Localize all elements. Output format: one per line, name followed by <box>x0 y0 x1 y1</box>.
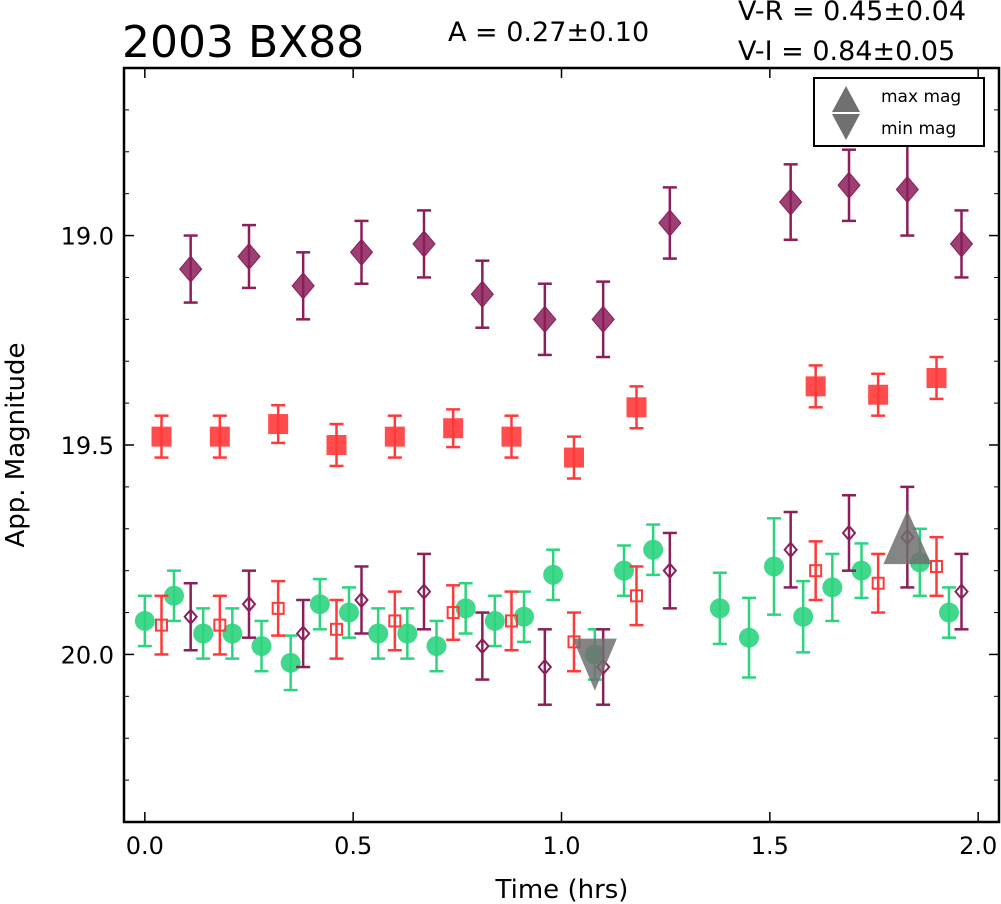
open-diamond-point <box>841 524 857 542</box>
open-square-point <box>213 618 227 632</box>
y-axis-label: App. Magnitude <box>1 342 31 547</box>
open-diamond-point <box>475 637 490 655</box>
square-point <box>501 426 522 447</box>
circle-point <box>309 594 330 615</box>
open-square-point <box>446 606 460 620</box>
circle-point <box>484 610 505 631</box>
diamond-point <box>179 255 203 283</box>
diamond-point <box>349 238 374 267</box>
diamond-point <box>412 230 436 258</box>
circle-point <box>643 539 664 560</box>
x-tick-label: 1.0 <box>542 832 580 860</box>
open-square-point <box>388 614 402 628</box>
circle-point <box>134 610 155 631</box>
diamond-point <box>837 171 861 200</box>
y-tick-label: 19.0 <box>61 223 114 251</box>
square-point <box>626 397 647 418</box>
x-tick-label: 0.0 <box>126 832 164 860</box>
min-mag-marker <box>572 638 617 691</box>
circle-point <box>793 606 814 627</box>
circle-point <box>614 560 634 581</box>
diamond-point <box>779 188 803 216</box>
open-diamond-point <box>662 562 678 580</box>
x-tick-label: 0.5 <box>334 832 372 860</box>
open-square-point <box>505 614 518 628</box>
circle-point <box>426 636 447 657</box>
amplitude-annotation: A = 0.27±0.10 <box>448 17 649 48</box>
legend: max mag min mag <box>813 77 985 147</box>
open-diamond-point <box>295 624 311 643</box>
diamond-point <box>237 242 261 271</box>
square-point <box>268 414 289 435</box>
circle-point <box>280 652 301 673</box>
circle-point <box>251 636 272 657</box>
circle-point <box>164 585 184 606</box>
diamond-point <box>895 175 919 204</box>
y-tick-label: 19.5 <box>61 432 114 460</box>
square-point <box>384 426 405 447</box>
open-diamond-point <box>783 541 798 559</box>
diamond-point <box>658 209 682 237</box>
square-point <box>326 435 347 455</box>
circle-point <box>822 577 843 598</box>
x-tick-label: 2.0 <box>959 832 997 860</box>
circle-point <box>222 623 243 644</box>
open-square-point <box>809 564 823 578</box>
legend-max-mag-icon <box>832 86 860 112</box>
circle-point <box>739 627 759 648</box>
diamond-point <box>470 280 494 308</box>
open-diamond-point <box>537 658 553 676</box>
legend-min-mag-icon <box>832 114 860 140</box>
circle-point <box>543 564 564 585</box>
plot-frame <box>122 66 1001 824</box>
open-diamond-point <box>241 595 257 613</box>
diamond-point <box>291 272 315 300</box>
open-square-point <box>271 601 285 615</box>
circle-point <box>193 623 214 644</box>
circle-point <box>764 556 784 577</box>
open-diamond-point <box>416 583 432 601</box>
max-mag-marker <box>883 510 932 565</box>
open-diamond-point <box>354 591 369 609</box>
legend-max-mag-label: max mag <box>881 87 961 107</box>
square-point <box>868 384 889 405</box>
square-point <box>564 447 584 468</box>
square-point <box>151 426 172 447</box>
v-r-annotation: V-R = 0.45±0.04 <box>738 0 966 27</box>
circle-point <box>397 623 418 644</box>
square-point <box>443 418 464 439</box>
x-tick-label: 1.5 <box>751 832 789 860</box>
axis-ticks: 0.0 0.5 1.0 1.5 2.0 19.0 19.5 20.0 <box>61 67 999 860</box>
open-square-point <box>155 618 168 632</box>
circle-point <box>939 602 959 623</box>
y-tick-label: 20.0 <box>61 641 114 669</box>
circle-point <box>339 602 359 623</box>
v-i-annotation: V-I = 0.84±0.05 <box>738 36 955 67</box>
chart-title: 2003 BX88 <box>122 17 364 68</box>
diamond-point <box>949 230 974 258</box>
square-point <box>209 426 230 447</box>
square-point <box>926 367 947 388</box>
square-point <box>805 376 826 397</box>
circle-point <box>455 598 476 619</box>
circle-point <box>368 623 389 644</box>
diamond-point <box>591 305 615 334</box>
legend-min-mag-label: min mag <box>881 119 956 139</box>
open-square-point <box>630 589 643 603</box>
open-square-point <box>330 622 343 636</box>
open-square-point <box>871 576 885 590</box>
plot-marks <box>134 142 974 706</box>
circle-point <box>851 560 872 581</box>
x-axis-label: Time (hrs) <box>495 875 629 904</box>
open-diamond-point <box>954 583 969 601</box>
open-diamond-point <box>183 608 198 626</box>
diamond-point <box>533 305 557 334</box>
circle-point <box>514 606 534 627</box>
circle-point <box>709 598 730 619</box>
open-square-point <box>930 559 943 573</box>
